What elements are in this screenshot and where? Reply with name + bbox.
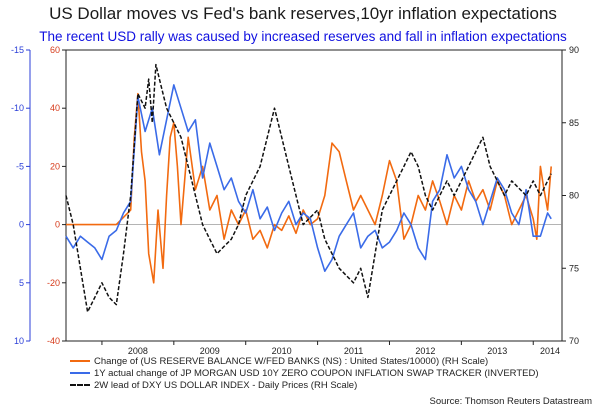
legend-item-reserves: Change of (US RESERVE BALANCE W/FED BANK… <box>70 356 539 368</box>
plot-frame <box>65 49 563 342</box>
inner-left-tick-label: 0 <box>55 220 60 230</box>
legend-label-reserves: Change of (US RESERVE BALANCE W/FED BANK… <box>94 356 489 367</box>
right-tick-label: 90 <box>569 45 579 55</box>
legend-swatch-reserves <box>70 360 90 363</box>
x-tick-label: 2013 <box>487 346 507 356</box>
x-tick-label: 2010 <box>272 346 292 356</box>
outer-left-tick-label: -15 <box>11 45 24 55</box>
chart-subtitle: The recent USD rally was caused by incre… <box>39 29 567 44</box>
legend-swatch-inflation <box>70 372 90 375</box>
chart-title: US Dollar moves vs Fed's bank reserves,1… <box>49 4 557 23</box>
inner-left-tick-label: 20 <box>50 161 60 171</box>
x-tick-label: 2012 <box>415 346 435 356</box>
inner-left-tick-label: 40 <box>50 103 60 113</box>
series-line-dxy <box>65 63 552 313</box>
right-tick-label: 70 <box>569 336 579 346</box>
legend: Change of (US RESERVE BALANCE W/FED BANK… <box>70 356 539 392</box>
x-tick-label: 2014 <box>540 346 560 356</box>
outer-left-tick-label: -5 <box>16 161 24 171</box>
inner-left-tick-label: -20 <box>47 278 60 288</box>
source-note: Source: Thomson Reuters Datastream <box>429 396 592 407</box>
legend-label-inflation: 1Y actual change of JP MORGAN USD 10Y ZE… <box>94 368 539 379</box>
right-tick-label: 80 <box>569 191 579 201</box>
x-tick-label: 2008 <box>128 346 148 356</box>
x-tick-label: 2011 <box>344 346 363 356</box>
outer-left-tick-label: -10 <box>11 103 24 113</box>
inner-left-tick-label: 60 <box>50 45 60 55</box>
legend-swatch-dxy <box>70 384 90 387</box>
outer-left-tick-label: 10 <box>14 336 24 346</box>
x-tick-label: 2009 <box>200 346 220 356</box>
legend-label-dxy: 2W lead of DXY US DOLLAR INDEX - Daily P… <box>94 380 358 391</box>
outer-left-tick-label: 0 <box>19 220 24 230</box>
legend-item-inflation: 1Y actual change of JP MORGAN USD 10Y ZE… <box>70 368 539 380</box>
inner-left-tick-label: -40 <box>47 336 60 346</box>
outer-left-tick-label: 5 <box>19 278 24 288</box>
series-line-inflation <box>65 84 552 273</box>
legend-item-dxy: 2W lead of DXY US DOLLAR INDEX - Daily P… <box>70 380 539 392</box>
right-tick-label: 75 <box>569 263 579 273</box>
right-tick-label: 85 <box>569 118 579 128</box>
series-line-reserves <box>66 92 552 284</box>
